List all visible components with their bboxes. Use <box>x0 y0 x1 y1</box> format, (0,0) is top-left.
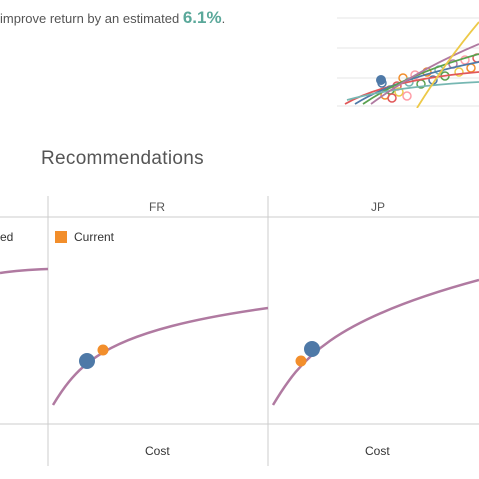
legend-current-label: Current <box>74 230 115 244</box>
left-panel-curve <box>0 267 49 275</box>
jp-axis-label: Cost <box>365 444 390 458</box>
headline: improve return by an estimated 6.1%. <box>0 8 225 28</box>
left-panel-legend-label: ed <box>0 230 14 244</box>
panel-header-fr: FR <box>149 200 165 214</box>
fr-response-curve <box>51 306 269 406</box>
panel-header-jp: JP <box>371 200 386 214</box>
headline-text: improve return by an estimated <box>0 11 183 26</box>
headline-value: 6.1% <box>182 8 222 27</box>
headline-suffix: . <box>221 11 226 26</box>
jp-recommended-point[interactable] <box>304 341 320 357</box>
fr-recommended-point[interactable] <box>79 353 95 369</box>
section-title: Recommendations <box>41 148 204 169</box>
mini-highlight-point <box>376 75 386 85</box>
jp-current-point[interactable] <box>295 355 307 367</box>
legend-current[interactable]: Current <box>55 230 114 244</box>
fr-axis-label: Cost <box>145 444 170 458</box>
legend-current-swatch <box>55 231 67 243</box>
mini-scatter-chart <box>337 17 479 108</box>
jp-response-curve <box>271 278 479 406</box>
fr-current-point[interactable] <box>97 344 109 356</box>
